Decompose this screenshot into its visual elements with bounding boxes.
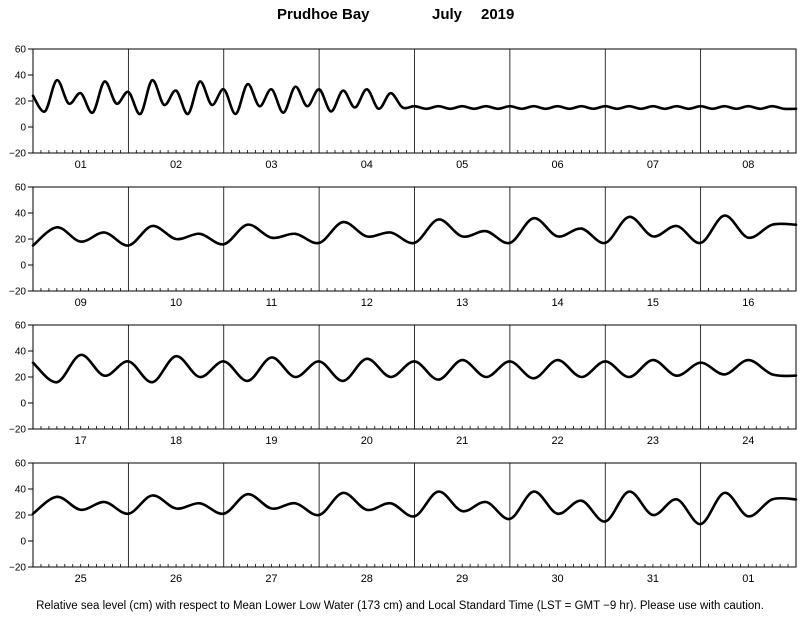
- panel-3-day-label: 24: [742, 435, 754, 447]
- panel-2-day-label: 14: [551, 297, 563, 309]
- panel-3-day-label: 19: [265, 435, 277, 447]
- panel-3-day-label: 18: [170, 435, 182, 447]
- panel-4-day-label: 28: [361, 573, 373, 585]
- panel-2-day-label: 11: [266, 297, 277, 309]
- panel-3-day-label: 22: [551, 435, 563, 447]
- panel-1-day-label: 01: [75, 159, 87, 171]
- panel-4-day-label: 25: [75, 573, 87, 585]
- panel-4-day-label: 31: [647, 573, 659, 585]
- panel-2-day-label: 12: [361, 297, 373, 309]
- panel-4-day-label: 27: [265, 573, 277, 585]
- panel-4-ytick-label: −20: [9, 563, 26, 574]
- panel-2-day-label: 13: [456, 297, 468, 309]
- panel-4-day-label: 26: [170, 573, 182, 585]
- chart-title: Prudhoe Bay July 2019: [0, 6, 800, 28]
- panel-2-ytick-label: 60: [15, 183, 27, 194]
- panel-1-day-label: 06: [551, 159, 563, 171]
- panel-4-ytick-label: 60: [15, 459, 27, 470]
- panel-1-ytick-label: 0: [20, 123, 26, 134]
- panel-4-ytick-label: 20: [15, 511, 27, 522]
- panel-4-ytick-label: 0: [20, 537, 26, 548]
- panel-1-ytick-label: −20: [9, 149, 26, 160]
- panel-4-ytick-label: 40: [15, 485, 27, 496]
- tide-chart: 60 40 20 0 −20 01 02 03 04 05 06 07 08 60 40 20 0 −20 09 10…: [9, 45, 798, 585]
- panel-3-ytick-label: 0: [20, 399, 26, 410]
- panel-2-day-label: 10: [170, 297, 182, 309]
- panel-3-day-label: 23: [647, 435, 659, 447]
- panel-2-day-label: 16: [742, 297, 754, 309]
- title-year: 2019: [481, 6, 515, 23]
- title-station: Prudhoe Bay: [277, 6, 370, 23]
- panel-4-sea-level-line: [31, 490, 798, 526]
- panel-3-ytick-label: 40: [15, 347, 27, 358]
- panel-1-day-label: 04: [361, 159, 373, 171]
- footer-note: Relative sea level (cm) with respect to …: [36, 600, 764, 612]
- panel-1-day-label: 07: [647, 159, 659, 171]
- panel-3-ytick-label: 60: [15, 321, 27, 332]
- panel-3-day-label: 17: [75, 435, 87, 447]
- panel-2-day-label: 09: [75, 297, 87, 309]
- panel-3-ytick-label: 20: [15, 373, 27, 384]
- panel-2-ytick-label: −20: [9, 287, 26, 298]
- panel-2-ytick-label: 40: [15, 209, 27, 220]
- panel-4-day-label: 30: [551, 573, 563, 585]
- panel-1-ytick-label: 60: [15, 45, 27, 56]
- panel-1-day-label: 03: [265, 159, 277, 171]
- panel-3-ytick-label: −20: [9, 425, 26, 436]
- panel-2-ytick-label: 20: [15, 235, 27, 246]
- panel-3-day-label: 21: [456, 435, 468, 447]
- panel-2-ytick-label: 0: [20, 261, 26, 272]
- panel-3-sea-level-line: [31, 353, 798, 384]
- panel-4-day-label: 29: [456, 573, 468, 585]
- title-month: July: [432, 6, 463, 23]
- panel-2-sea-level-line: [31, 214, 798, 247]
- panel-1-day-label: 05: [456, 159, 468, 171]
- panel-1-day-label: 02: [170, 159, 182, 171]
- panel-2-day-label: 15: [647, 297, 659, 309]
- panel-4-day-label: 01: [742, 573, 754, 585]
- panel-1-day-label: 08: [742, 159, 754, 171]
- panel-1-sea-level-line: [31, 78, 798, 116]
- panel-3-day-label: 20: [361, 435, 373, 447]
- panel-1-ytick-label: 40: [15, 71, 27, 82]
- panel-1-ytick-label: 20: [15, 97, 27, 108]
